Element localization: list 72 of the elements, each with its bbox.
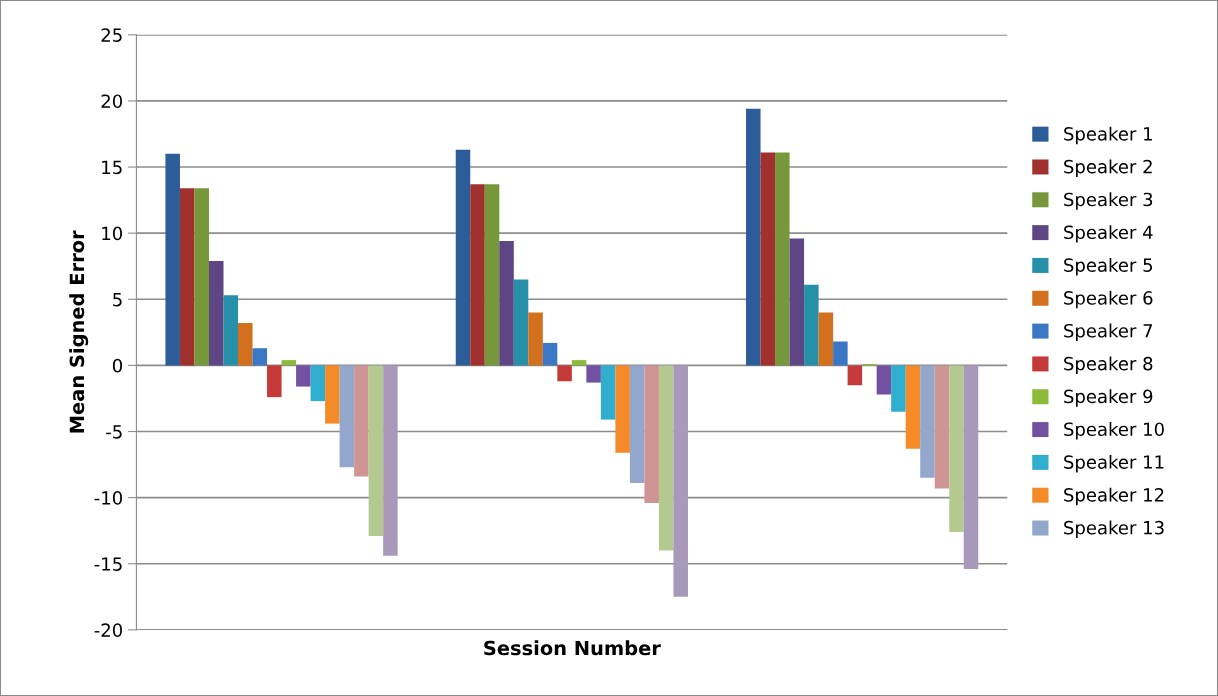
bar <box>818 312 834 366</box>
bar <box>746 108 761 366</box>
y-tick-label: -15 <box>94 557 122 571</box>
y-tick-label: 25 <box>101 28 122 42</box>
bar <box>905 365 921 449</box>
legend-label: Speaker 10 <box>1064 422 1164 440</box>
legend-label: Speaker 2 <box>1064 159 1152 177</box>
y-tick-label: -10 <box>94 491 123 505</box>
bar <box>368 365 384 536</box>
bar <box>963 365 979 570</box>
y-tick-label: 0 <box>112 358 123 373</box>
legend-label: Speaker 7 <box>1064 323 1153 342</box>
bar <box>252 348 268 366</box>
legend-label: Speaker 5 <box>1064 257 1153 276</box>
bar <box>934 365 950 489</box>
bar <box>542 342 558 366</box>
y-tick-label: -20 <box>94 623 123 637</box>
bar <box>383 365 398 556</box>
y-tick-label: 20 <box>101 94 123 109</box>
y-tick-label: 10 <box>102 226 123 241</box>
bar <box>223 295 239 366</box>
bar <box>586 365 601 383</box>
legend-label: Speaker 4 <box>1064 225 1153 243</box>
bar <box>238 323 253 366</box>
bar <box>760 152 776 366</box>
y-tick-label: 15 <box>102 160 122 175</box>
bar <box>920 365 935 478</box>
x-axis-title: Session Number <box>484 640 661 656</box>
bar <box>775 152 790 366</box>
bar <box>470 184 485 366</box>
legend-label: Speaker 1 <box>1064 126 1152 145</box>
bar <box>194 188 209 366</box>
bar <box>267 365 282 398</box>
bar <box>513 279 529 366</box>
legend-label: Speaker 13 <box>1064 520 1164 539</box>
bar <box>833 341 848 366</box>
legend-label: Speaker 11 <box>1064 454 1164 473</box>
bar <box>528 312 543 366</box>
bar <box>455 149 471 366</box>
bar <box>644 365 659 503</box>
legend-label: Speaker 12 <box>1064 487 1164 506</box>
bar <box>208 260 224 366</box>
y-axis-title: Mean Signed Error <box>69 230 89 433</box>
bar <box>281 360 297 366</box>
bar <box>484 184 500 366</box>
legend-label: Speaker 9 <box>1064 389 1153 407</box>
bar <box>339 365 355 468</box>
bar <box>296 365 311 387</box>
bar <box>557 365 572 382</box>
bar <box>949 365 964 533</box>
bar <box>876 365 892 395</box>
bar <box>847 365 863 386</box>
bar <box>325 365 340 424</box>
bar <box>499 241 514 366</box>
y-tick-label: -5 <box>106 425 122 439</box>
y-tick-label: 5 <box>113 292 122 307</box>
legend-label: Speaker 6 <box>1064 290 1153 309</box>
bar <box>673 365 688 597</box>
bar <box>179 188 195 366</box>
bar <box>310 365 326 402</box>
bar <box>891 365 906 412</box>
bar <box>615 365 630 453</box>
bar <box>165 153 180 366</box>
bar <box>629 365 645 484</box>
legend-label: Speaker 3 <box>1064 192 1153 210</box>
bar <box>571 360 587 366</box>
bar <box>354 365 369 477</box>
bar <box>789 238 805 366</box>
legend-label: Speaker 8 <box>1064 356 1153 374</box>
bar <box>600 365 616 420</box>
bar <box>658 365 674 551</box>
bar <box>804 284 819 366</box>
